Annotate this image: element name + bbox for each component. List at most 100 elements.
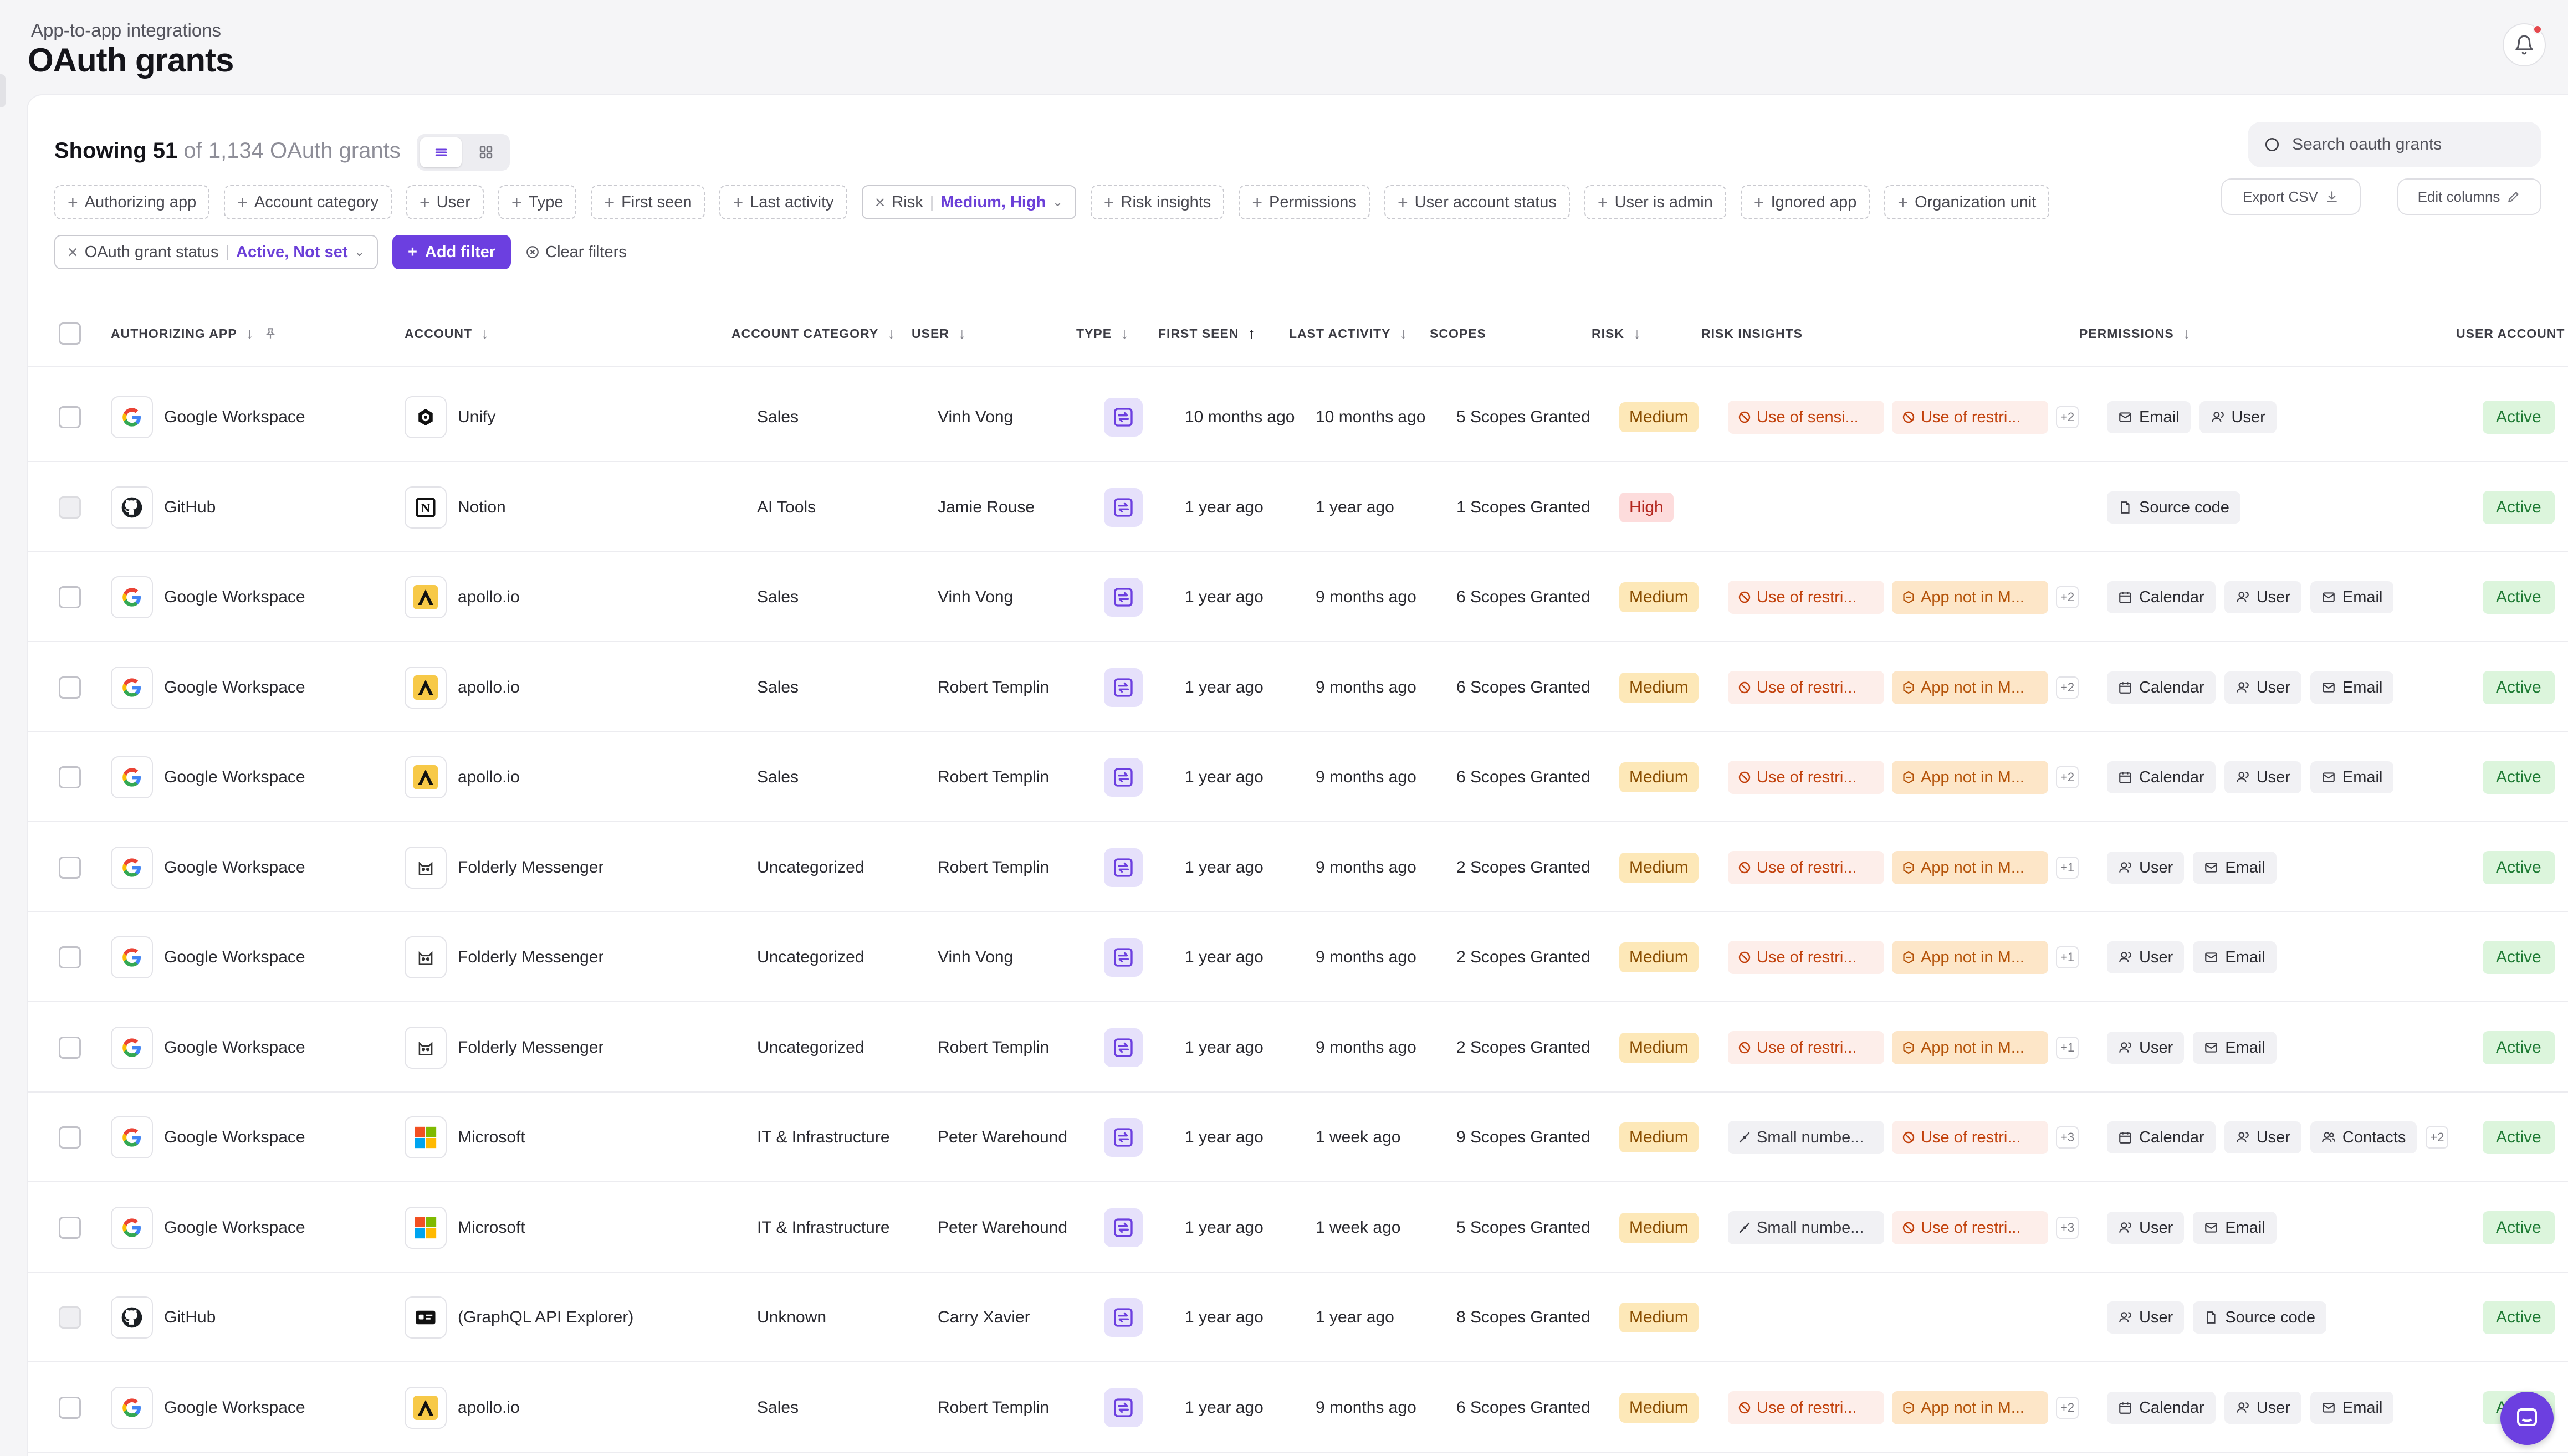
permission-chip[interactable]: Email (2310, 1392, 2394, 1424)
table-row[interactable]: Google Workspace apollo.io Sales Vinh Vong 1… (28, 552, 2568, 642)
filter-chip-account-category[interactable]: + Account category (224, 185, 392, 219)
row-checkbox[interactable] (59, 1397, 81, 1419)
filter-chip-user[interactable]: + User (406, 185, 484, 219)
account-cell[interactable]: Microsoft (405, 1183, 525, 1273)
col-risk-insights[interactable]: RISK INSIGHTS (1701, 300, 1803, 367)
filter-chip-risk[interactable]: × Risk | Medium, High ⌄ (861, 185, 1076, 219)
risk-insights-more[interactable]: +3 (2056, 1126, 2079, 1149)
risk-insights-more[interactable]: +2 (2056, 1397, 2079, 1419)
row-checkbox[interactable] (59, 586, 81, 608)
table-row[interactable]: Google Workspace apollo.io Sales Robert Tem… (28, 1363, 2568, 1453)
row-checkbox[interactable] (59, 766, 81, 788)
risk-insight-chip[interactable]: App not in M... (1892, 581, 2048, 614)
table-row[interactable]: Google Workspace apollo.io Sales Robert Tem… (28, 643, 2568, 732)
col-user[interactable]: USER ↓ (912, 300, 966, 367)
user-cell[interactable]: Carry Xavier (938, 1308, 1030, 1326)
remove-filter-icon[interactable]: × (68, 242, 78, 262)
export-csv-button[interactable]: Export CSV (2221, 178, 2361, 215)
permission-chip[interactable]: Calendar (2107, 1121, 2216, 1153)
authorizing-app-cell[interactable]: Google Workspace (111, 372, 305, 462)
add-filter-button[interactable]: + Add filter (392, 235, 511, 269)
user-cell[interactable]: Vinh Vong (938, 948, 1014, 966)
permission-chip[interactable]: Email (2193, 1212, 2277, 1244)
row-checkbox[interactable] (59, 857, 81, 879)
scopes-cell[interactable]: 6 Scopes Granted (1456, 768, 1590, 786)
grid-view-button[interactable] (465, 137, 507, 167)
account-cell[interactable]: (GraphQL API Explorer) (405, 1273, 633, 1362)
risk-insights-more[interactable]: +3 (2056, 1217, 2079, 1239)
account-cell[interactable]: apollo.io (405, 643, 520, 732)
permission-chip[interactable]: Calendar (2107, 671, 2216, 704)
risk-insight-chip[interactable]: Small numbe... (1728, 1121, 1884, 1154)
table-row[interactable]: Google Workspace Folderly Messenger Uncate… (28, 912, 2568, 1002)
account-cell[interactable]: apollo.io (405, 1363, 520, 1453)
select-all-checkbox[interactable] (59, 322, 81, 345)
scopes-cell[interactable]: 5 Scopes Granted (1456, 1218, 1590, 1237)
user-cell[interactable]: Vinh Vong (938, 588, 1014, 606)
clear-filters-button[interactable]: Clear filters (525, 243, 627, 262)
search-input[interactable]: Search oauth grants (2292, 135, 2442, 153)
risk-insight-chip[interactable]: Use of restri... (1892, 1121, 2048, 1154)
authorizing-app-cell[interactable]: Google Workspace (111, 732, 305, 822)
account-cell[interactable]: Folderly Messenger (405, 1003, 603, 1093)
authorizing-app-cell[interactable]: Google Workspace (111, 643, 305, 732)
permission-chip[interactable]: Email (2193, 941, 2277, 973)
permission-chip[interactable]: User (2224, 761, 2301, 793)
authorizing-app-cell[interactable]: GitHub (111, 1273, 216, 1362)
account-cell[interactable]: Microsoft (405, 1093, 525, 1182)
filter-chip-first-seen[interactable]: + First seen (591, 185, 705, 219)
risk-insight-chip[interactable]: Use of restri... (1728, 581, 1884, 614)
risk-insight-chip[interactable]: App not in M... (1892, 671, 2048, 704)
filter-chip-risk-insights[interactable]: + Risk insights (1090, 185, 1225, 219)
risk-insights-more[interactable]: +2 (2056, 406, 2079, 428)
permission-chip[interactable]: User (2224, 671, 2301, 704)
authorizing-app-cell[interactable]: Google Workspace (111, 1003, 305, 1093)
filter-chip-ignored-app[interactable]: + Ignored app (1740, 185, 1870, 219)
permission-chip[interactable]: User (2107, 1301, 2185, 1334)
scopes-cell[interactable]: 8 Scopes Granted (1456, 1308, 1590, 1326)
search-box[interactable]: Search oauth grants (2248, 122, 2541, 167)
risk-insight-chip[interactable]: App not in M... (1892, 761, 2048, 794)
col-user-account-status[interactable]: USER ACCOUNT ST (2456, 300, 2568, 367)
col-first-seen[interactable]: FIRST SEEN ↑ (1158, 300, 1256, 367)
risk-insight-chip[interactable]: Use of restri... (1728, 941, 1884, 974)
permission-chip[interactable]: Email (2193, 1032, 2277, 1064)
user-cell[interactable]: Vinh Vong (938, 408, 1014, 426)
risk-insight-chip[interactable]: App not in M... (1892, 941, 2048, 974)
risk-insight-chip[interactable]: Use of restri... (1728, 671, 1884, 704)
col-account[interactable]: ACCOUNT ↓ (405, 300, 489, 367)
remove-filter-icon[interactable]: × (874, 192, 886, 212)
permission-chip[interactable]: User (2224, 1121, 2301, 1153)
authorizing-app-cell[interactable]: Google Workspace (111, 552, 305, 642)
account-cell[interactable]: Unify (405, 372, 495, 462)
permission-chip[interactable]: Calendar (2107, 1392, 2216, 1424)
list-view-button[interactable] (420, 137, 462, 167)
breadcrumb[interactable]: App-to-app integrations (31, 20, 222, 40)
user-cell[interactable]: Robert Templin (938, 1038, 1050, 1057)
user-cell[interactable]: Robert Templin (938, 1398, 1050, 1417)
col-scopes[interactable]: SCOPES (1430, 300, 1486, 367)
user-cell[interactable]: Peter Warehound (938, 1128, 1068, 1146)
risk-insight-chip[interactable]: App not in M... (1892, 851, 2048, 884)
table-row[interactable]: GitHub N Notion AI Tools Jamie Rouse 1 year a… (28, 463, 2568, 552)
pin-icon[interactable] (263, 326, 278, 341)
account-cell[interactable]: apollo.io (405, 732, 520, 822)
scopes-cell[interactable]: 9 Scopes Granted (1456, 1128, 1590, 1146)
scopes-cell[interactable]: 2 Scopes Granted (1456, 858, 1590, 876)
scopes-cell[interactable]: 6 Scopes Granted (1456, 678, 1590, 696)
risk-insight-chip[interactable]: App not in M... (1892, 1031, 2048, 1064)
authorizing-app-cell[interactable]: Google Workspace (111, 1183, 305, 1273)
col-type[interactable]: TYPE ↓ (1076, 300, 1129, 367)
table-row[interactable]: Google Workspace Microsoft IT & Infrastruc… (28, 1183, 2568, 1273)
table-row[interactable]: Google Workspace Folderly Messenger Uncate… (28, 823, 2568, 912)
filter-chip-organization-unit[interactable]: + Organization unit (1884, 185, 2050, 219)
permission-chip[interactable]: Calendar (2107, 581, 2216, 613)
scopes-cell[interactable]: 2 Scopes Granted (1456, 1038, 1590, 1057)
permission-chip[interactable]: User (2107, 1212, 2185, 1244)
chat-launcher-button[interactable] (2500, 1392, 2554, 1445)
risk-insight-chip[interactable]: Use of restri... (1892, 401, 2048, 434)
scopes-cell[interactable]: 2 Scopes Granted (1456, 948, 1590, 966)
permission-chip[interactable]: Email (2310, 761, 2394, 793)
risk-insights-more[interactable]: +2 (2056, 586, 2079, 608)
table-row[interactable]: GitHub (GraphQL API Explorer) Unknown Carry… (28, 1273, 2568, 1362)
